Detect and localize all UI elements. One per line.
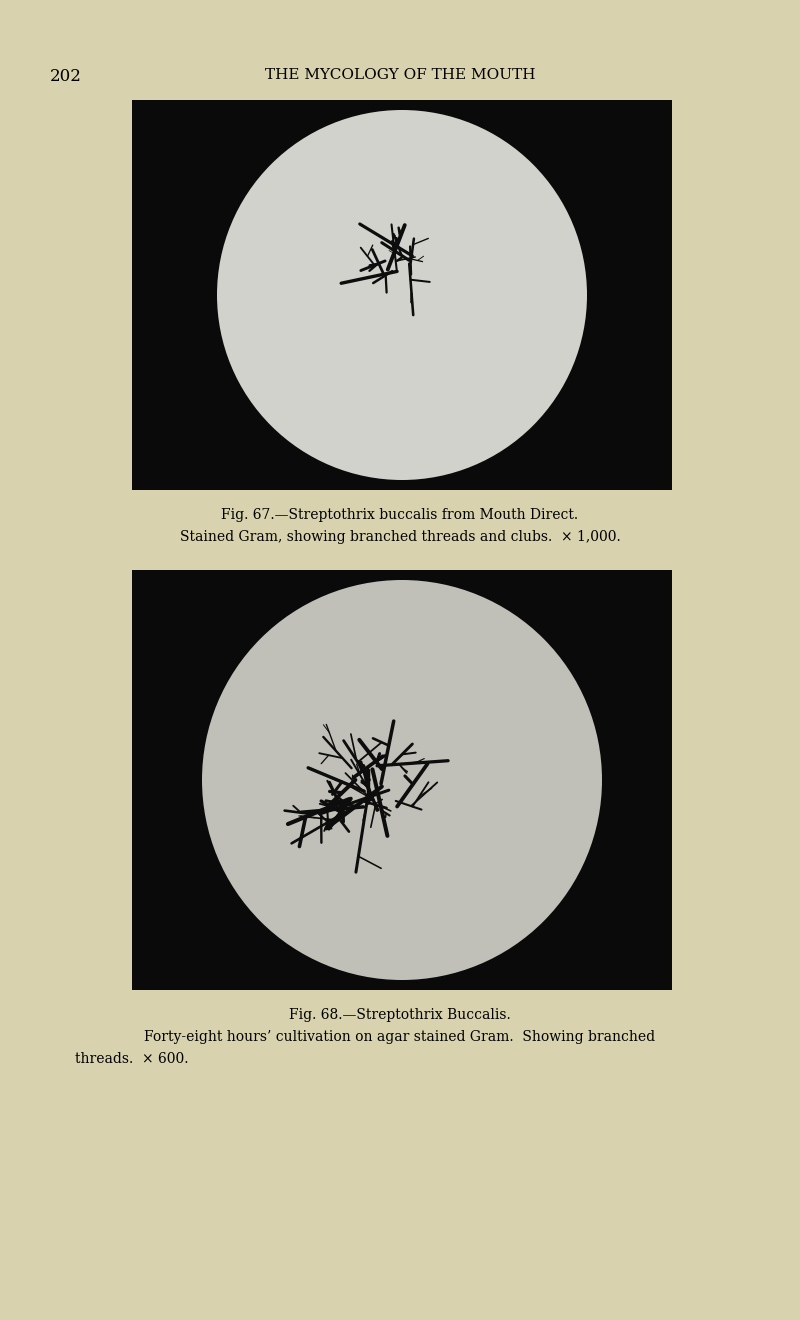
Ellipse shape (202, 579, 602, 979)
Text: Stained Gram, showing branched threads and clubs.  × 1,000.: Stained Gram, showing branched threads a… (180, 531, 620, 544)
Ellipse shape (217, 110, 587, 480)
Text: THE MYCOLOGY OF THE MOUTH: THE MYCOLOGY OF THE MOUTH (265, 69, 535, 82)
Text: 202: 202 (50, 69, 82, 84)
Bar (132, 570, 672, 990)
Text: Fig. 68.—Streptothrix Buccalis.: Fig. 68.—Streptothrix Buccalis. (289, 1008, 511, 1022)
Text: threads.  × 600.: threads. × 600. (75, 1052, 189, 1067)
Bar (132, 100, 672, 490)
Text: Forty-eight hours’ cultivation on agar stained Gram.  Showing branched: Forty-eight hours’ cultivation on agar s… (145, 1030, 655, 1044)
Text: Fig. 67.—Streptothrix buccalis from Mouth Direct.: Fig. 67.—Streptothrix buccalis from Mout… (222, 508, 578, 521)
